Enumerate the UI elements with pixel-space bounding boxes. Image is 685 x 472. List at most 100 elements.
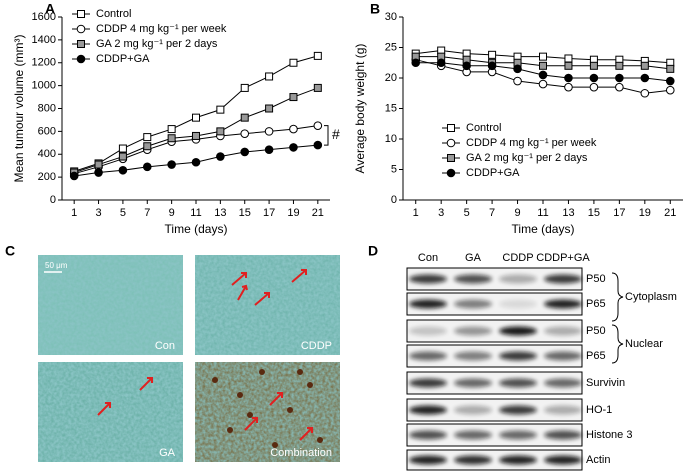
- y-tick-label: 1400: [32, 34, 56, 46]
- image-texture: [38, 255, 183, 355]
- column-label: CDDP: [502, 252, 533, 264]
- marker: [143, 142, 152, 151]
- stained-nuclei: [212, 369, 323, 448]
- row-label: Actin: [586, 454, 610, 466]
- band: [544, 378, 582, 388]
- band: [409, 430, 447, 440]
- panel-label: C: [5, 243, 15, 259]
- marker: [289, 58, 298, 67]
- marker: [192, 131, 200, 140]
- marker: [191, 157, 201, 167]
- row-label: P65: [586, 298, 606, 310]
- legend-label: GA 2 mg kg⁻¹ per 2 days: [96, 38, 218, 50]
- legend-label: CDDP+GA: [466, 167, 520, 179]
- marker: [313, 121, 323, 130]
- marker: [289, 93, 298, 102]
- marker: [462, 61, 471, 71]
- panel-label: B: [370, 1, 380, 17]
- x-tick-label: 7: [144, 207, 150, 219]
- micrographs: [38, 255, 340, 462]
- image-label: Con: [155, 340, 175, 352]
- marker: [192, 113, 200, 122]
- marker: [665, 76, 675, 86]
- marker: [167, 134, 176, 143]
- marker: [240, 83, 249, 92]
- legend-marker: [446, 138, 456, 148]
- legend-marker: [77, 40, 85, 48]
- band: [499, 378, 537, 388]
- significance-bracket: [324, 125, 329, 146]
- y-tick-label: 5: [391, 163, 397, 175]
- y-tick-label: 10: [385, 133, 397, 145]
- arrows: [97, 269, 313, 441]
- marker: [640, 73, 650, 83]
- band: [499, 326, 537, 336]
- marker: [289, 124, 298, 134]
- y-tick-label: 200: [38, 171, 56, 183]
- x-tick-label: 11: [537, 207, 548, 219]
- marker: [142, 162, 152, 172]
- panel-label: A: [45, 1, 55, 17]
- marker: [313, 83, 322, 92]
- legend-label: Control: [96, 8, 131, 20]
- marker: [264, 127, 274, 136]
- band: [454, 378, 492, 388]
- marker: [265, 104, 274, 113]
- x-tick-label: 17: [263, 207, 275, 219]
- column-label: GA: [465, 252, 482, 264]
- y-axis-title: Average body weight (g): [353, 44, 367, 174]
- x-tick-label: 21: [312, 207, 324, 219]
- x-tick-label: 15: [239, 207, 251, 219]
- x-tick-label: 13: [214, 207, 226, 219]
- band: [454, 326, 492, 336]
- marker: [615, 82, 624, 92]
- group-label: Nuclear: [625, 338, 663, 350]
- marker: [265, 72, 274, 81]
- x-tick-label: 15: [588, 207, 600, 219]
- legend-label: GA 2 mg kg⁻¹ per 2 days: [466, 152, 588, 164]
- band: [409, 455, 447, 465]
- x-tick-label: 3: [438, 207, 444, 219]
- panel-label: D: [368, 243, 378, 259]
- marker: [143, 133, 152, 142]
- row-label: P65: [586, 350, 606, 362]
- legend-marker: [447, 124, 455, 132]
- x-tick-label: 13: [562, 207, 574, 219]
- column-label: CDDP+GA: [536, 252, 590, 264]
- y-tick-label: 20: [385, 72, 397, 84]
- marker: [69, 171, 79, 181]
- marker: [94, 168, 103, 177]
- y-tick-label: 1000: [32, 80, 56, 92]
- band: [544, 430, 582, 440]
- legend-marker: [77, 10, 85, 18]
- y-tick-label: 600: [38, 125, 56, 137]
- marker: [539, 52, 547, 61]
- x-tick-label: 9: [169, 207, 175, 219]
- legend-marker: [76, 54, 86, 64]
- marker: [666, 64, 675, 73]
- band: [409, 274, 447, 284]
- scale-bar-label: 50 μm: [45, 261, 68, 270]
- series-line: [74, 55, 318, 172]
- marker: [513, 76, 522, 86]
- marker: [240, 113, 249, 122]
- western-blot: [406, 267, 583, 471]
- marker: [118, 152, 127, 161]
- group-label: Cytoplasm: [625, 291, 677, 303]
- legend-marker: [76, 24, 86, 34]
- annotation: #: [332, 126, 340, 142]
- row-label: HO-1: [586, 404, 612, 416]
- x-tick-label: 19: [639, 207, 651, 219]
- x-axis-title: Time (days): [165, 222, 228, 236]
- marker: [538, 79, 548, 89]
- marker: [313, 51, 322, 60]
- marker: [615, 73, 624, 83]
- band: [454, 351, 492, 361]
- row-label: P50: [586, 325, 606, 337]
- group-brackets: [611, 272, 624, 364]
- band: [544, 351, 582, 361]
- marker: [216, 105, 225, 114]
- band: [499, 405, 537, 415]
- band: [409, 299, 447, 309]
- legend-label: CDDP 4 mg kg⁻¹ per week: [96, 23, 227, 35]
